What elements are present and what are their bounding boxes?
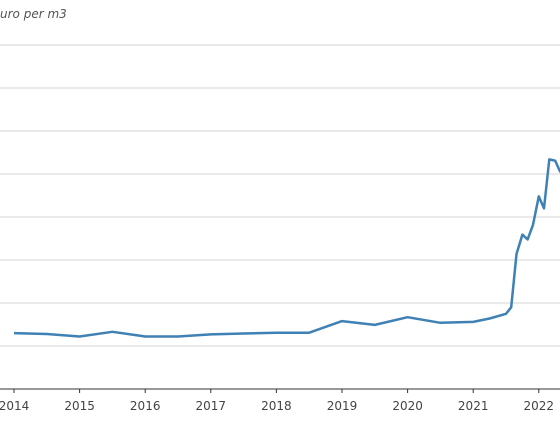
gridlines — [0, 44, 560, 347]
x-tick-label-2017: 2017 — [196, 399, 227, 413]
x-tick-label-2022: 2022 — [524, 399, 555, 413]
x-tick-label-2020: 2020 — [392, 399, 423, 413]
x-axis: 2014 2015 2016 2017 2018 2019 2020 2021 2022 — [0, 389, 554, 413]
x-tick-label-2014: 2014 — [0, 399, 29, 413]
x-tick-label-2019: 2019 — [327, 399, 358, 413]
series-line-1 — [13, 158, 560, 338]
x-tick-label-2015: 2015 — [64, 399, 95, 413]
x-tick-label-2016: 2016 — [130, 399, 161, 413]
x-tick-label-2021: 2021 — [458, 399, 489, 413]
series-group — [13, 158, 560, 338]
x-tick-label-2018: 2018 — [261, 399, 292, 413]
unit-label: uro per m3 — [0, 7, 67, 21]
